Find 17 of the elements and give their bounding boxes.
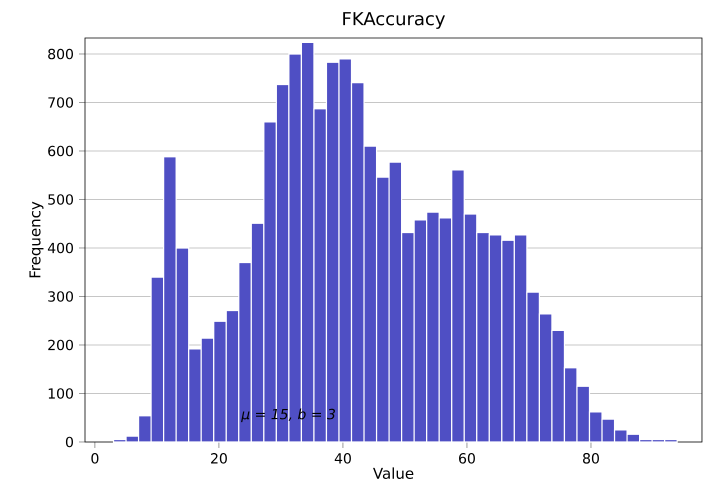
x-tick-label: 60 [459,453,475,464]
x-tick-label: 40 [334,453,351,464]
x-tick-label: 80 [583,453,599,464]
chart-title: FKAccuracy [343,12,445,29]
x-axis-title: Value [373,467,414,479]
y-tick-label: 700 [48,97,73,108]
y-tick-label: 200 [48,340,73,350]
y-tick-label: 400 [48,242,73,254]
y-tick-label: 600 [48,146,73,156]
y-tick-label: 300 [48,291,73,302]
y-tick-label: 500 [48,194,73,205]
y-tick-label: 100 [48,388,73,399]
y-tick-label: 800 [48,48,73,60]
x-tick-label: 20 [211,453,227,464]
y-tick-label: 0 [66,436,73,448]
x-tick-label: 0 [91,453,98,464]
y-axis-title: Frequency [29,202,44,278]
